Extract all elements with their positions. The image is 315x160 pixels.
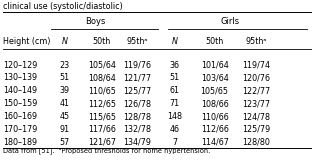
- Text: 108/64: 108/64: [88, 73, 116, 82]
- Text: 132/78: 132/78: [123, 125, 152, 134]
- Text: 125/79: 125/79: [242, 125, 270, 134]
- Text: 110/66: 110/66: [201, 112, 228, 121]
- Text: 110/65: 110/65: [88, 86, 116, 95]
- Text: 36: 36: [169, 61, 180, 70]
- Text: 112/65: 112/65: [88, 99, 116, 108]
- Text: 140–149: 140–149: [3, 86, 37, 95]
- Text: 103/64: 103/64: [201, 73, 228, 82]
- Text: 123/77: 123/77: [242, 99, 270, 108]
- Text: 160–169: 160–169: [3, 112, 37, 121]
- Text: 121/77: 121/77: [123, 73, 152, 82]
- Text: 180–189: 180–189: [3, 138, 37, 147]
- Text: 51: 51: [60, 73, 70, 82]
- Text: 50th: 50th: [205, 37, 224, 46]
- Text: 41: 41: [60, 99, 70, 108]
- Text: Height (cm): Height (cm): [3, 37, 51, 46]
- Text: 71: 71: [169, 99, 180, 108]
- Text: 126/78: 126/78: [123, 99, 152, 108]
- Text: 148: 148: [167, 112, 182, 121]
- Text: 91: 91: [60, 125, 70, 134]
- Text: 125/77: 125/77: [123, 86, 152, 95]
- Text: 150–159: 150–159: [3, 99, 37, 108]
- Text: 46: 46: [169, 125, 180, 134]
- Text: 134/79: 134/79: [123, 138, 152, 147]
- Text: 112/66: 112/66: [201, 125, 229, 134]
- Text: 57: 57: [60, 138, 70, 147]
- Text: 128/78: 128/78: [123, 112, 152, 121]
- Text: 117/66: 117/66: [88, 125, 116, 134]
- Text: 7: 7: [172, 138, 177, 147]
- Text: 115/65: 115/65: [88, 112, 116, 121]
- Text: 101/64: 101/64: [201, 61, 228, 70]
- Text: 120–129: 120–129: [3, 61, 37, 70]
- Text: 124/78: 124/78: [242, 112, 270, 121]
- Text: 61: 61: [169, 86, 180, 95]
- Text: 39: 39: [60, 86, 70, 95]
- Text: 114/67: 114/67: [201, 138, 229, 147]
- Text: 121/67: 121/67: [88, 138, 116, 147]
- Text: Boys: Boys: [86, 17, 106, 26]
- Text: 128/80: 128/80: [242, 138, 270, 147]
- Text: 95thᵃ: 95thᵃ: [127, 37, 148, 46]
- Text: 120/76: 120/76: [242, 73, 270, 82]
- Text: 95thᵃ: 95thᵃ: [245, 37, 267, 46]
- Text: 130–139: 130–139: [3, 73, 37, 82]
- Text: 119/74: 119/74: [242, 61, 270, 70]
- Text: 105/65: 105/65: [201, 86, 229, 95]
- Text: 105/64: 105/64: [88, 61, 116, 70]
- Text: N: N: [171, 37, 177, 46]
- Text: clinical use (systolic/diastolic): clinical use (systolic/diastolic): [3, 2, 123, 11]
- Text: 50th: 50th: [93, 37, 111, 46]
- Text: 51: 51: [169, 73, 180, 82]
- Text: 23: 23: [60, 61, 70, 70]
- Text: 122/77: 122/77: [242, 86, 270, 95]
- Text: N: N: [62, 37, 68, 46]
- Text: Girls: Girls: [220, 17, 240, 26]
- Text: 108/66: 108/66: [201, 99, 228, 108]
- Text: 119/76: 119/76: [123, 61, 152, 70]
- Text: 170–179: 170–179: [3, 125, 37, 134]
- Text: 45: 45: [60, 112, 70, 121]
- Text: Data from [51].  ᵃProposed thresholds for home hypertension.: Data from [51]. ᵃProposed thresholds for…: [3, 147, 210, 154]
